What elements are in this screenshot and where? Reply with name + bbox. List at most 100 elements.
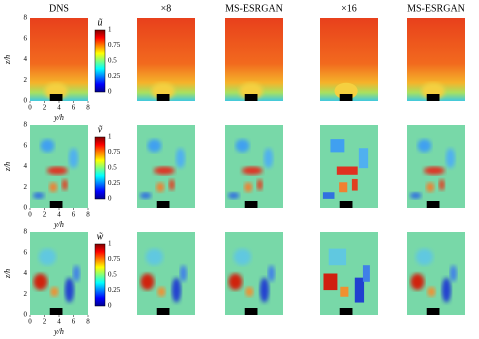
y-tick-label: 6 (24, 141, 28, 149)
obstacle (244, 308, 258, 315)
blob (46, 166, 68, 175)
field-panel (30, 18, 88, 101)
field-panel (225, 18, 283, 101)
column-header: MS-ESRGAN (225, 3, 283, 14)
colorbar-tick-label: 0.5 (108, 271, 117, 279)
blob (157, 286, 166, 297)
blob (235, 139, 250, 153)
field-symbol: w̃ (97, 231, 104, 242)
blob (40, 139, 55, 153)
blob (64, 277, 75, 303)
blob (322, 192, 335, 199)
field (407, 232, 465, 315)
blob (153, 166, 175, 175)
blob (340, 286, 349, 297)
field-panel (30, 125, 88, 208)
blob (140, 273, 155, 291)
y-tick-label: 8 (24, 228, 28, 236)
blob (241, 166, 263, 175)
field-panel (407, 232, 465, 315)
obstacle (426, 201, 440, 208)
colorbar-tick-label: 0 (108, 88, 112, 96)
obstacle (244, 201, 258, 208)
x-tick-label: 2 (43, 318, 47, 326)
y-tick-label: 4 (24, 269, 28, 277)
field (320, 232, 378, 315)
blob (358, 148, 369, 169)
blob (259, 277, 270, 303)
blob (156, 182, 165, 193)
x-tick-label: 6 (72, 211, 76, 219)
blob (68, 148, 79, 169)
x-tick-label: 6 (72, 318, 76, 326)
blob (339, 182, 348, 193)
obstacle (244, 94, 258, 101)
blob (267, 265, 275, 282)
field (225, 232, 283, 315)
blob (438, 178, 445, 191)
blob (228, 273, 243, 291)
blob (263, 148, 274, 169)
obstacle (49, 94, 63, 101)
field-panel (137, 232, 195, 315)
y-tick-label: 4 (24, 55, 28, 63)
x-tick-label: 4 (57, 211, 61, 219)
blob (409, 192, 422, 199)
column-header: ×16 (341, 3, 357, 14)
blob (336, 166, 358, 175)
obstacle (426, 308, 440, 315)
blob (168, 178, 175, 191)
x-tick-label: 8 (86, 211, 90, 219)
blob (362, 265, 370, 282)
colorbar-tick-label: 0.75 (108, 41, 121, 49)
colorbar-tick-label: 0.75 (108, 255, 121, 263)
colorbar (94, 136, 106, 200)
colorbar-tick-label: 0.5 (108, 164, 117, 172)
blob (441, 277, 452, 303)
colorbar-tick-label: 0.5 (108, 57, 117, 65)
field (30, 125, 88, 208)
blob (72, 265, 80, 282)
x-tick-label: 0 (28, 104, 32, 112)
y-axis-label: z/h (3, 269, 12, 279)
blob (328, 248, 347, 266)
blob (61, 178, 68, 191)
blob (227, 192, 240, 199)
colorbar-tick-label: 1 (108, 240, 112, 248)
y-tick-label: 4 (24, 162, 28, 170)
blob (32, 192, 45, 199)
column-header: DNS (49, 3, 69, 14)
blob (38, 248, 57, 266)
blob (233, 248, 252, 266)
field-panel (407, 125, 465, 208)
y-tick-label: 8 (24, 121, 28, 129)
colorbar (94, 243, 106, 307)
blob (423, 166, 445, 175)
field (225, 18, 283, 101)
blob (179, 265, 187, 282)
blob (256, 178, 263, 191)
x-tick-label: 8 (86, 318, 90, 326)
y-axis-label: z/h (3, 55, 12, 65)
field (407, 18, 465, 101)
field-panel (137, 18, 195, 101)
x-tick-label: 0 (28, 318, 32, 326)
x-tick-label: 6 (72, 104, 76, 112)
field (137, 232, 195, 315)
colorbar-tick-label: 0.25 (108, 72, 121, 80)
column-header: MS-ESRGAN (407, 3, 465, 14)
colorbar-tick-label: 0 (108, 302, 112, 310)
blob (330, 139, 345, 153)
blob (50, 286, 59, 297)
x-tick-label: 2 (43, 211, 47, 219)
y-tick-label: 8 (24, 14, 28, 22)
field (407, 125, 465, 208)
obstacle (156, 201, 170, 208)
y-tick-label: 0 (24, 204, 28, 212)
blob (410, 273, 425, 291)
blob (354, 277, 365, 303)
blob (351, 178, 358, 191)
field-panel (320, 18, 378, 101)
obstacle (156, 94, 170, 101)
